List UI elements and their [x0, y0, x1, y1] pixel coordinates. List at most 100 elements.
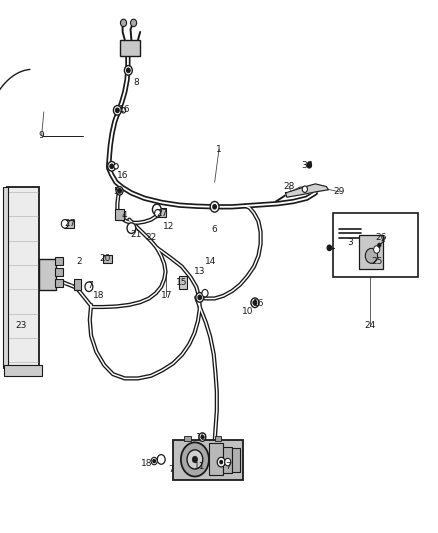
Bar: [359, 235, 383, 269]
Bar: [179, 276, 187, 289]
Circle shape: [302, 186, 307, 192]
Bar: [232, 448, 240, 472]
Text: 29: 29: [334, 188, 345, 196]
Circle shape: [108, 161, 116, 171]
Circle shape: [199, 433, 206, 441]
Circle shape: [116, 108, 119, 112]
Bar: [209, 443, 223, 475]
Circle shape: [120, 19, 127, 27]
Bar: [3, 187, 8, 368]
Text: 28: 28: [283, 182, 295, 191]
Circle shape: [85, 282, 93, 292]
Circle shape: [192, 456, 198, 463]
Circle shape: [365, 248, 378, 263]
Circle shape: [202, 289, 208, 297]
Text: 30: 30: [301, 161, 312, 169]
Text: 17: 17: [161, 292, 172, 300]
Text: 14: 14: [205, 257, 216, 265]
Circle shape: [118, 189, 121, 193]
Text: 18: 18: [93, 292, 104, 300]
Text: 8: 8: [133, 78, 139, 87]
Text: 1: 1: [216, 145, 222, 154]
Bar: [55, 279, 63, 287]
Circle shape: [61, 220, 68, 228]
Circle shape: [131, 19, 137, 27]
Text: 25: 25: [371, 257, 382, 265]
Text: 26: 26: [375, 233, 387, 241]
Circle shape: [307, 163, 311, 168]
Circle shape: [196, 293, 204, 302]
Circle shape: [187, 450, 203, 469]
Text: 6: 6: [212, 225, 218, 233]
Text: 27: 27: [156, 209, 168, 217]
Circle shape: [127, 223, 136, 233]
Text: 7: 7: [225, 462, 231, 471]
Text: 4: 4: [122, 212, 127, 220]
Bar: [115, 209, 124, 220]
Bar: [103, 255, 112, 263]
Bar: [74, 279, 81, 290]
Text: 23: 23: [15, 321, 27, 329]
Text: 16: 16: [253, 300, 264, 308]
Text: 27: 27: [64, 220, 76, 228]
Circle shape: [378, 243, 381, 247]
Circle shape: [155, 209, 161, 217]
Text: 16: 16: [119, 105, 131, 114]
Circle shape: [374, 246, 380, 253]
Circle shape: [251, 298, 259, 308]
Circle shape: [110, 164, 113, 168]
Text: 12: 12: [163, 222, 174, 231]
Circle shape: [253, 301, 257, 305]
Circle shape: [121, 108, 126, 113]
Circle shape: [210, 201, 219, 212]
Bar: [173, 440, 243, 480]
Circle shape: [113, 106, 121, 115]
Text: 20: 20: [99, 254, 111, 263]
Circle shape: [225, 458, 231, 466]
Circle shape: [151, 457, 157, 465]
Text: 7: 7: [87, 281, 93, 289]
Text: 2: 2: [76, 257, 81, 265]
Text: 10: 10: [242, 308, 253, 316]
Text: 13: 13: [194, 268, 205, 276]
Bar: [184, 436, 191, 441]
Circle shape: [114, 164, 118, 169]
Circle shape: [213, 205, 216, 209]
Bar: [156, 208, 166, 217]
Bar: [333, 213, 418, 277]
Circle shape: [116, 187, 123, 195]
Text: 24: 24: [364, 321, 376, 329]
Text: 3: 3: [347, 238, 353, 247]
Bar: [55, 257, 63, 265]
Text: 9: 9: [39, 132, 45, 140]
Circle shape: [153, 459, 155, 463]
Polygon shape: [286, 184, 328, 197]
Text: 16: 16: [117, 172, 128, 180]
Bar: [55, 268, 63, 276]
Circle shape: [201, 435, 204, 439]
Bar: [4, 365, 42, 376]
Text: 11: 11: [194, 462, 205, 471]
Circle shape: [124, 66, 132, 75]
Text: 21: 21: [130, 230, 141, 239]
Bar: [120, 40, 140, 56]
Bar: [223, 447, 232, 473]
Circle shape: [217, 457, 225, 467]
Text: 18: 18: [141, 459, 152, 468]
Circle shape: [220, 461, 223, 464]
Text: 7: 7: [168, 465, 174, 473]
Text: 15: 15: [176, 278, 187, 287]
Circle shape: [157, 455, 165, 464]
Text: 22: 22: [145, 233, 157, 241]
Circle shape: [127, 68, 130, 72]
Text: 5: 5: [113, 188, 119, 196]
Circle shape: [181, 442, 209, 477]
Circle shape: [152, 204, 161, 215]
Circle shape: [198, 295, 201, 300]
Bar: [39, 259, 56, 290]
Bar: [215, 436, 221, 441]
Text: 19: 19: [196, 433, 207, 441]
Bar: [64, 220, 74, 228]
Bar: [7, 187, 39, 368]
Circle shape: [327, 245, 332, 251]
